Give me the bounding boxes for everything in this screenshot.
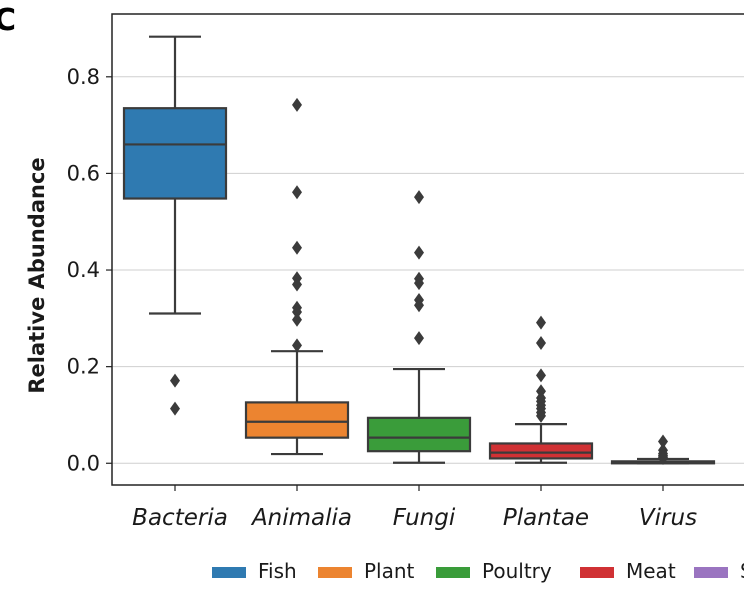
legend-swatch [436, 567, 470, 578]
outlier-point [292, 277, 302, 292]
y-axis-label: Relative Abundance [25, 157, 49, 393]
outlier-point [536, 315, 546, 330]
legend-swatch [212, 567, 246, 578]
legend-swatch [318, 567, 352, 578]
y-tick-label: 0.2 [67, 355, 100, 379]
legend-swatch [694, 567, 728, 578]
y-tick-label: 0.0 [67, 451, 100, 475]
x-tick-label: Bacteria [132, 505, 228, 531]
boxes [122, 35, 716, 465]
legend-item: Plant [318, 559, 415, 583]
legend-label: Meat [626, 559, 676, 583]
outlier-point [658, 450, 668, 465]
legend-label: Seafood [740, 559, 744, 583]
box-iqr [244, 401, 350, 439]
outlier-point [536, 408, 546, 423]
plot-frame [111, 13, 744, 486]
y-tick-label: 0.8 [67, 65, 100, 89]
outlier-point [170, 401, 180, 416]
outlier-point [292, 97, 302, 112]
outlier-point [414, 276, 424, 291]
box-animalia [244, 97, 350, 456]
outlier-point [658, 434, 668, 449]
panel-label: C [0, 3, 16, 38]
outlier-point [536, 335, 546, 350]
box-fungi [366, 190, 472, 464]
legend-label: Fish [258, 559, 297, 583]
outlier-point [536, 368, 546, 383]
outlier-point [170, 373, 180, 388]
x-axis-ticks: Bacteria Animalia Fungi Plantae Virus [132, 485, 697, 531]
legend-swatch [580, 567, 614, 578]
x-tick-label: Plantae [503, 505, 589, 531]
outlier-point [292, 240, 302, 255]
box-iqr [488, 442, 594, 460]
outlier-point [292, 305, 302, 320]
legend-label: Poultry [482, 559, 552, 583]
x-tick-label: Animalia [250, 505, 352, 531]
legend-item: Meat [580, 559, 676, 583]
y-tick-label: 0.4 [67, 258, 100, 282]
box-bacteria [122, 35, 228, 416]
legend-item: Fish [212, 559, 297, 583]
outlier-point [292, 312, 302, 327]
outlier-point [414, 298, 424, 313]
outlier-point [414, 190, 424, 205]
y-tick-label: 0.6 [67, 161, 100, 185]
box-iqr [366, 416, 472, 453]
box-virus [610, 434, 716, 465]
outlier-point [414, 331, 424, 346]
legend-item: Seafood [694, 559, 744, 583]
outlier-point [414, 245, 424, 260]
x-tick-label: Virus [639, 505, 697, 531]
x-tick-label: Fungi [393, 505, 456, 531]
box-plantae [488, 315, 594, 464]
legend-item: Poultry [436, 559, 552, 583]
outlier-point [292, 185, 302, 200]
outlier-point [292, 338, 302, 353]
legend-label: Plant [364, 559, 415, 583]
box-iqr [122, 107, 228, 200]
y-axis-ticks: 0.0 0.2 0.4 0.6 0.8 [67, 65, 112, 475]
legend: Fish Plant Poultry Meat Seafood [212, 559, 744, 583]
